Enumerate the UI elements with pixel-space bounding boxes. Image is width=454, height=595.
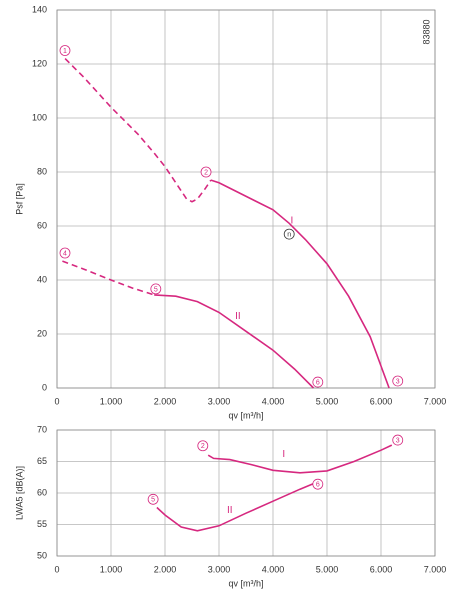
point-label: 5 — [151, 497, 155, 504]
y-tick-label: 60 — [37, 487, 47, 497]
point-marker — [197, 440, 209, 452]
x-tick-label: 3.000 — [208, 396, 231, 406]
x-axis-label: qv [m³/h] — [228, 410, 263, 420]
point-label: 2 — [204, 169, 208, 176]
y-tick-label: 70 — [37, 424, 47, 434]
point-marker — [200, 166, 212, 178]
y-axis-label: Psf [Pa] — [14, 183, 24, 215]
point-marker — [312, 478, 324, 490]
x-tick-label: 0 — [54, 396, 59, 406]
point-label: n — [287, 231, 291, 238]
x-tick-label: 7.000 — [424, 396, 447, 406]
x-axis-label: qv [m³/h] — [228, 578, 263, 588]
x-tick-label: 2.000 — [154, 396, 177, 406]
y-tick-label: 80 — [37, 166, 47, 176]
x-tick-label: 0 — [54, 564, 59, 574]
y-tick-label: 40 — [37, 274, 47, 284]
point-label: 3 — [396, 378, 400, 385]
y-tick-label: 120 — [32, 58, 47, 68]
point-marker — [147, 493, 159, 505]
point-label: 2 — [201, 443, 205, 450]
point-label: 3 — [396, 437, 400, 444]
curve-label: II — [227, 505, 233, 516]
point-label: 4 — [63, 250, 67, 257]
point-label: 1 — [63, 48, 67, 55]
y-tick-label: 100 — [32, 112, 47, 122]
x-tick-label: 6.000 — [370, 396, 393, 406]
fan-curve — [210, 179, 390, 389]
fan-curve — [207, 444, 393, 474]
x-tick-label: 5.000 — [316, 396, 339, 406]
point-label: 5 — [154, 286, 158, 293]
point-marker — [150, 283, 162, 295]
x-tick-label: 1.000 — [100, 396, 123, 406]
y-tick-label: 0 — [42, 382, 47, 392]
x-tick-label: 6.000 — [370, 564, 393, 574]
x-tick-label: 4.000 — [262, 564, 285, 574]
y-axis-label: LWA5 [dB(A)] — [14, 466, 24, 520]
figure-number: 83880 — [421, 19, 431, 44]
x-tick-label: 4.000 — [262, 396, 285, 406]
x-tick-label: 2.000 — [154, 564, 177, 574]
plot-frame — [56, 9, 436, 389]
point-marker — [59, 247, 71, 259]
curve-extension — [62, 260, 155, 296]
y-tick-label: 65 — [37, 456, 47, 466]
point-marker — [312, 376, 324, 388]
point-marker — [283, 228, 295, 240]
y-tick-label: 50 — [37, 550, 47, 560]
x-tick-label: 3.000 — [208, 564, 231, 574]
fan-curve — [156, 482, 314, 532]
plot-frame — [56, 429, 436, 557]
x-tick-label: 7.000 — [424, 564, 447, 574]
point-marker — [59, 45, 71, 56]
point-marker — [392, 434, 404, 446]
point-label: 6 — [316, 379, 320, 386]
fan-curve — [154, 294, 315, 389]
y-tick-label: 60 — [37, 220, 47, 230]
y-tick-label: 20 — [37, 328, 47, 338]
point-marker — [392, 375, 404, 387]
x-tick-label: 5.000 — [316, 564, 339, 574]
curve-extension — [64, 58, 212, 203]
x-tick-label: 1.000 — [100, 564, 123, 574]
point-label: 6 — [316, 482, 320, 489]
curve-label: I — [291, 216, 294, 227]
y-tick-label: 55 — [37, 519, 47, 529]
y-tick-label: 140 — [32, 4, 47, 14]
curve-label: II — [235, 311, 241, 322]
curve-label: I — [282, 449, 285, 460]
